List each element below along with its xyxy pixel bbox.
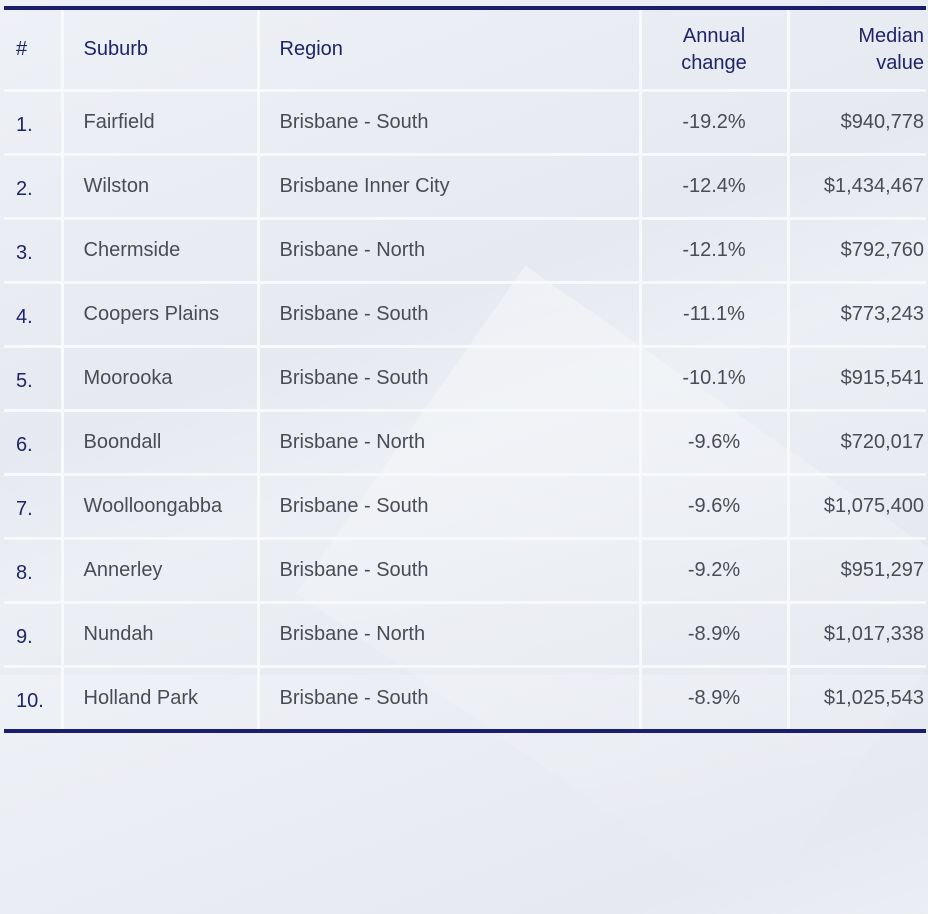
cell-suburb: Boondall	[62, 410, 260, 476]
cell-median-value: $773,243	[788, 282, 926, 348]
cell-median-value: $1,434,467	[788, 154, 926, 220]
cell-annual-change: -10.1%	[640, 346, 790, 412]
cell-median-value: $720,017	[788, 410, 926, 476]
cell-annual-change: -9.6%	[640, 410, 790, 476]
cell-rank: 1.	[4, 90, 64, 156]
cell-annual-change: -12.4%	[640, 154, 790, 220]
cell-suburb: Chermside	[62, 218, 260, 284]
cell-rank: 9.	[4, 602, 64, 668]
cell-region: Brisbane - North	[258, 218, 642, 284]
table-row: 1. Fairfield Brisbane - South -19.2% $94…	[4, 90, 926, 156]
cell-suburb: Holland Park	[62, 666, 260, 731]
cell-suburb: Woolloongabba	[62, 474, 260, 540]
cell-annual-change: -9.6%	[640, 474, 790, 540]
cell-median-value: $951,297	[788, 538, 926, 604]
table-row: 10. Holland Park Brisbane - South -8.9% …	[4, 666, 926, 731]
suburb-value-table: # Suburb Region Annual change Median val…	[4, 6, 926, 733]
cell-suburb: Nundah	[62, 602, 260, 668]
cell-annual-change: -12.1%	[640, 218, 790, 284]
cell-region: Brisbane - South	[258, 666, 642, 731]
cell-annual-change: -11.1%	[640, 282, 790, 348]
cell-suburb: Coopers Plains	[62, 282, 260, 348]
cell-region: Brisbane - North	[258, 410, 642, 476]
cell-region: Brisbane - North	[258, 602, 642, 668]
header-annual-change-line1: Annual	[682, 24, 746, 47]
cell-median-value: $792,760	[788, 218, 926, 284]
cell-rank: 3.	[4, 218, 64, 284]
header-suburb: Suburb	[62, 8, 260, 92]
table-row: 3. Chermside Brisbane - North -12.1% $79…	[4, 218, 926, 284]
cell-region: Brisbane - South	[258, 90, 642, 156]
header-rank: #	[4, 8, 64, 92]
header-annual-change: Annual change	[640, 8, 790, 92]
cell-median-value: $940,778	[788, 90, 926, 156]
cell-median-value: $1,075,400	[788, 474, 926, 540]
table-row: 9. Nundah Brisbane - North -8.9% $1,017,…	[4, 602, 926, 668]
table-row: 7. Woolloongabba Brisbane - South -9.6% …	[4, 474, 926, 540]
cell-annual-change: -19.2%	[640, 90, 790, 156]
cell-median-value: $1,025,543	[823, 687, 924, 709]
cell-rank: 2.	[4, 154, 64, 220]
cell-rank: 6.	[4, 410, 64, 476]
cell-annual-change: -9.2%	[640, 538, 790, 604]
header-median-value: Median value	[788, 8, 926, 92]
header-median-value-line1: Median	[858, 24, 924, 47]
cell-region: Brisbane Inner City	[258, 154, 642, 220]
cell-suburb: Moorooka	[62, 346, 260, 412]
cell-suburb: Annerley	[62, 538, 260, 604]
table-row: 5. Moorooka Brisbane - South -10.1% $915…	[4, 346, 926, 412]
cell-region: Brisbane - South	[258, 346, 642, 412]
header-annual-change-line2: change	[681, 51, 747, 74]
header-region: Region	[258, 8, 642, 92]
table-row: 6. Boondall Brisbane - North -9.6% $720,…	[4, 410, 926, 476]
cell-region: Brisbane - South	[258, 538, 642, 604]
table-row: 4. Coopers Plains Brisbane - South -11.1…	[4, 282, 926, 348]
header-median-value-line2: value	[876, 51, 924, 74]
cell-rank: 8.	[4, 538, 64, 604]
cell-median-value: $915,541	[788, 346, 926, 412]
table-row: 2. Wilston Brisbane Inner City -12.4% $1…	[4, 154, 926, 220]
cell-region: Brisbane - South	[258, 282, 642, 348]
cell-median-value: $1,017,338	[788, 602, 926, 668]
cell-rank: 5.	[4, 346, 64, 412]
cell-rank: 7.	[4, 474, 64, 540]
cell-rank: 4.	[4, 282, 64, 348]
table-header-row: # Suburb Region Annual change Median val…	[4, 8, 926, 92]
cell-annual-change: -8.9%	[640, 666, 790, 731]
cell-rank: 10.	[4, 666, 64, 731]
cell-suburb: Wilston	[62, 154, 260, 220]
cell-suburb: Fairfield	[62, 90, 260, 156]
cell-region: Brisbane - South	[258, 474, 642, 540]
table-row: 8. Annerley Brisbane - South -9.2% $951,…	[4, 538, 926, 604]
cell-annual-change: -8.9%	[640, 602, 790, 668]
